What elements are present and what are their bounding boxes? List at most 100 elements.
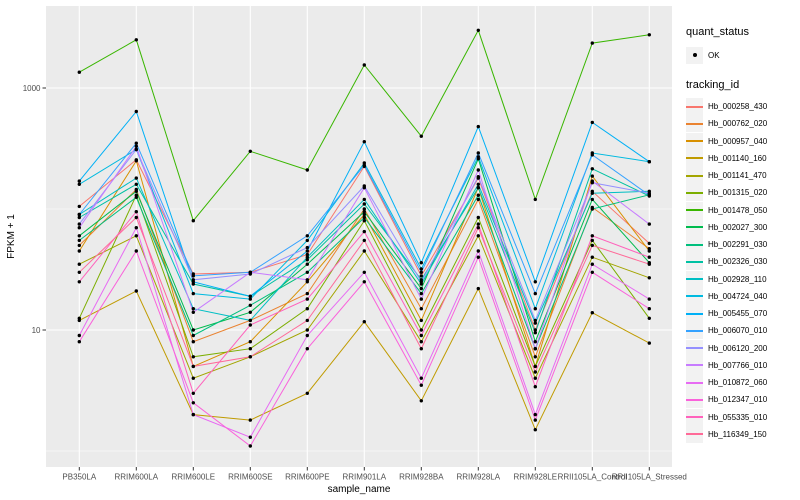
data-point xyxy=(590,41,594,45)
data-point xyxy=(647,241,651,246)
series-color-line-icon xyxy=(686,157,703,160)
data-point xyxy=(305,249,309,253)
legend-key-line-icon xyxy=(686,305,703,323)
data-point xyxy=(419,291,423,296)
data-point xyxy=(533,307,537,311)
data-point xyxy=(419,340,423,344)
data-point xyxy=(590,167,594,171)
series-color-line-icon xyxy=(686,226,703,229)
data-point xyxy=(305,262,309,266)
series-color-line-icon xyxy=(686,312,703,315)
data-point xyxy=(134,226,138,230)
legend-entry-label: OK xyxy=(708,50,720,60)
legend-entry-Hb_055335_010: Hb_055335_010 xyxy=(686,408,800,426)
data-point xyxy=(362,212,366,217)
legend-entry-Hb_012347_010: Hb_012347_010 xyxy=(686,391,800,409)
legend-entry-Hb_002928_110: Hb_002928_110 xyxy=(686,270,800,288)
legend-entry-Hb_006120_200: Hb_006120_200 xyxy=(686,339,800,357)
data-point xyxy=(647,262,651,266)
legend-entry-label: Hb_005455_070 xyxy=(708,309,768,319)
data-point xyxy=(248,294,252,298)
data-point xyxy=(362,207,366,211)
data-point xyxy=(476,234,480,238)
data-point xyxy=(590,255,594,259)
legend-entry-Hb_001315_020: Hb_001315_020 xyxy=(686,184,800,202)
data-point xyxy=(134,215,138,220)
data-point xyxy=(305,297,309,301)
data-point xyxy=(248,340,252,344)
data-point xyxy=(533,355,537,359)
legend-entry-label: Hb_010872_060 xyxy=(708,378,768,388)
data-point xyxy=(476,168,480,172)
data-point xyxy=(647,297,651,301)
legend-key-line-icon xyxy=(686,339,703,357)
data-point xyxy=(476,182,480,186)
data-point xyxy=(77,204,82,209)
series-color-line-icon xyxy=(686,416,703,419)
data-point xyxy=(191,412,195,417)
legend-entry-Hb_010872_060: Hb_010872_060 xyxy=(686,374,800,392)
data-point xyxy=(362,229,366,234)
x-tick-label: RRIM600LA xyxy=(115,473,159,482)
legend-entry-quant-status-ok: OK xyxy=(686,45,800,65)
data-point xyxy=(191,274,195,278)
data-point xyxy=(248,303,252,307)
x-tick-label: PB350LA xyxy=(62,473,96,482)
data-point xyxy=(362,219,366,223)
x-tick-label: RRIM928BA xyxy=(399,473,444,482)
data-point xyxy=(647,316,651,320)
legend-key-line-icon xyxy=(686,253,703,271)
data-point xyxy=(419,267,423,271)
data-point xyxy=(191,278,195,282)
legend-entry-Hb_001140_160: Hb_001140_160 xyxy=(686,149,800,167)
legend-key-point-icon xyxy=(686,46,703,64)
legend-key-line-icon xyxy=(686,218,703,236)
data-point xyxy=(77,179,82,183)
data-point xyxy=(419,376,423,380)
data-point xyxy=(533,328,537,332)
data-point xyxy=(134,144,138,148)
series-color-line-icon xyxy=(686,209,703,212)
legend-entry-Hb_001141_470: Hb_001141_470 xyxy=(686,167,800,185)
data-point xyxy=(533,340,537,344)
legend-key-line-icon xyxy=(686,236,703,254)
data-point xyxy=(533,321,537,325)
data-point xyxy=(419,134,423,138)
data-point xyxy=(248,355,252,359)
data-point xyxy=(362,63,366,67)
data-point xyxy=(305,347,309,351)
data-point xyxy=(590,191,594,195)
data-point xyxy=(248,149,252,153)
x-tick-label: RRIM600LE xyxy=(172,473,216,482)
data-point xyxy=(134,159,138,163)
legend-title-tracking-id: tracking_id xyxy=(686,79,740,91)
data-point xyxy=(134,141,138,145)
data-point xyxy=(77,222,82,226)
x-tick-label: RRIM600SE xyxy=(228,473,272,482)
data-point xyxy=(647,160,651,164)
data-point xyxy=(419,297,423,301)
data-point xyxy=(77,262,82,266)
data-point xyxy=(134,176,138,180)
legend-entry-label: Hb_002291_030 xyxy=(708,240,768,250)
legend-key-line-icon xyxy=(686,149,703,167)
data-point xyxy=(590,174,594,178)
series-color-line-icon xyxy=(686,295,703,298)
data-point xyxy=(362,215,366,220)
data-point xyxy=(248,270,252,274)
y-tick-label: 1000 xyxy=(23,84,41,93)
legend-key-line-icon xyxy=(686,270,703,288)
legend-entry-label: Hb_006120_200 xyxy=(708,343,768,353)
data-point xyxy=(305,391,309,395)
data-point xyxy=(77,280,82,284)
data-point xyxy=(476,124,480,129)
x-tick-label: RRIM928LE xyxy=(514,473,558,482)
data-point xyxy=(476,286,480,291)
data-point xyxy=(191,291,195,296)
data-point xyxy=(476,151,480,155)
legend-entry-label: Hb_001140_160 xyxy=(708,153,767,163)
data-point xyxy=(419,286,423,291)
series-color-line-icon xyxy=(686,191,703,194)
data-point xyxy=(419,328,423,332)
